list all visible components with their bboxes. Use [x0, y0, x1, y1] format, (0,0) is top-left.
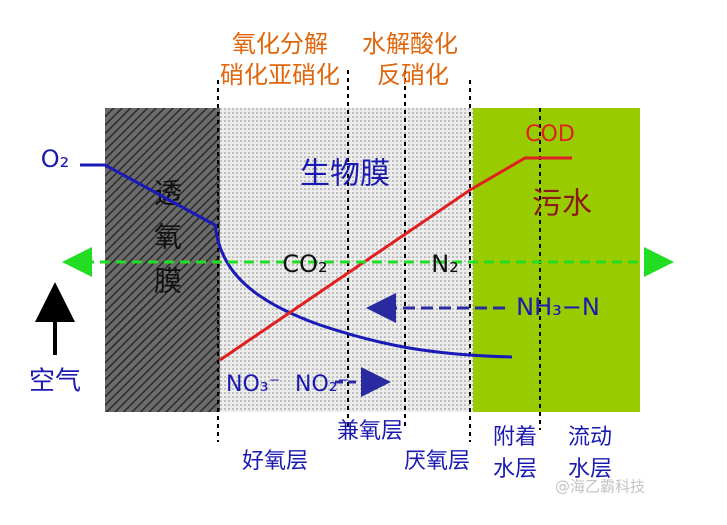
layer-label: 兼氧层 [337, 419, 403, 444]
sewage-zone [473, 108, 640, 412]
layer-label: 厌氧层 [404, 449, 470, 474]
top-label: 硝化亚硝化 [220, 61, 340, 89]
layer-label: 水层 [568, 457, 612, 482]
ammonia-label: NH₃−N [516, 293, 600, 321]
air-label: 空气 [29, 367, 81, 397]
n2-label: N₂ [431, 250, 459, 278]
nitrite-label: NO₂⁻ [295, 372, 349, 397]
cod-label: COD [525, 122, 575, 147]
layer-label: 流动 [568, 425, 612, 450]
top-label: 水解酸化 [362, 30, 458, 58]
co2-label: CO₂ [282, 250, 327, 278]
top-label: 反硝化 [377, 61, 449, 89]
oxygen-label: O₂ [41, 145, 70, 173]
biofilm-label: 生物膜 [300, 157, 390, 192]
sewage-label: 污水 [532, 187, 592, 222]
watermark: @海乙霸科技 [555, 478, 645, 496]
layer-label: 附着 [493, 425, 537, 450]
layer-label: 好氧层 [242, 449, 308, 474]
nitrate-label: NO₃⁻ [226, 372, 280, 397]
top-label: 氧化分解 [232, 30, 328, 58]
layer-label: 水层 [493, 457, 537, 482]
